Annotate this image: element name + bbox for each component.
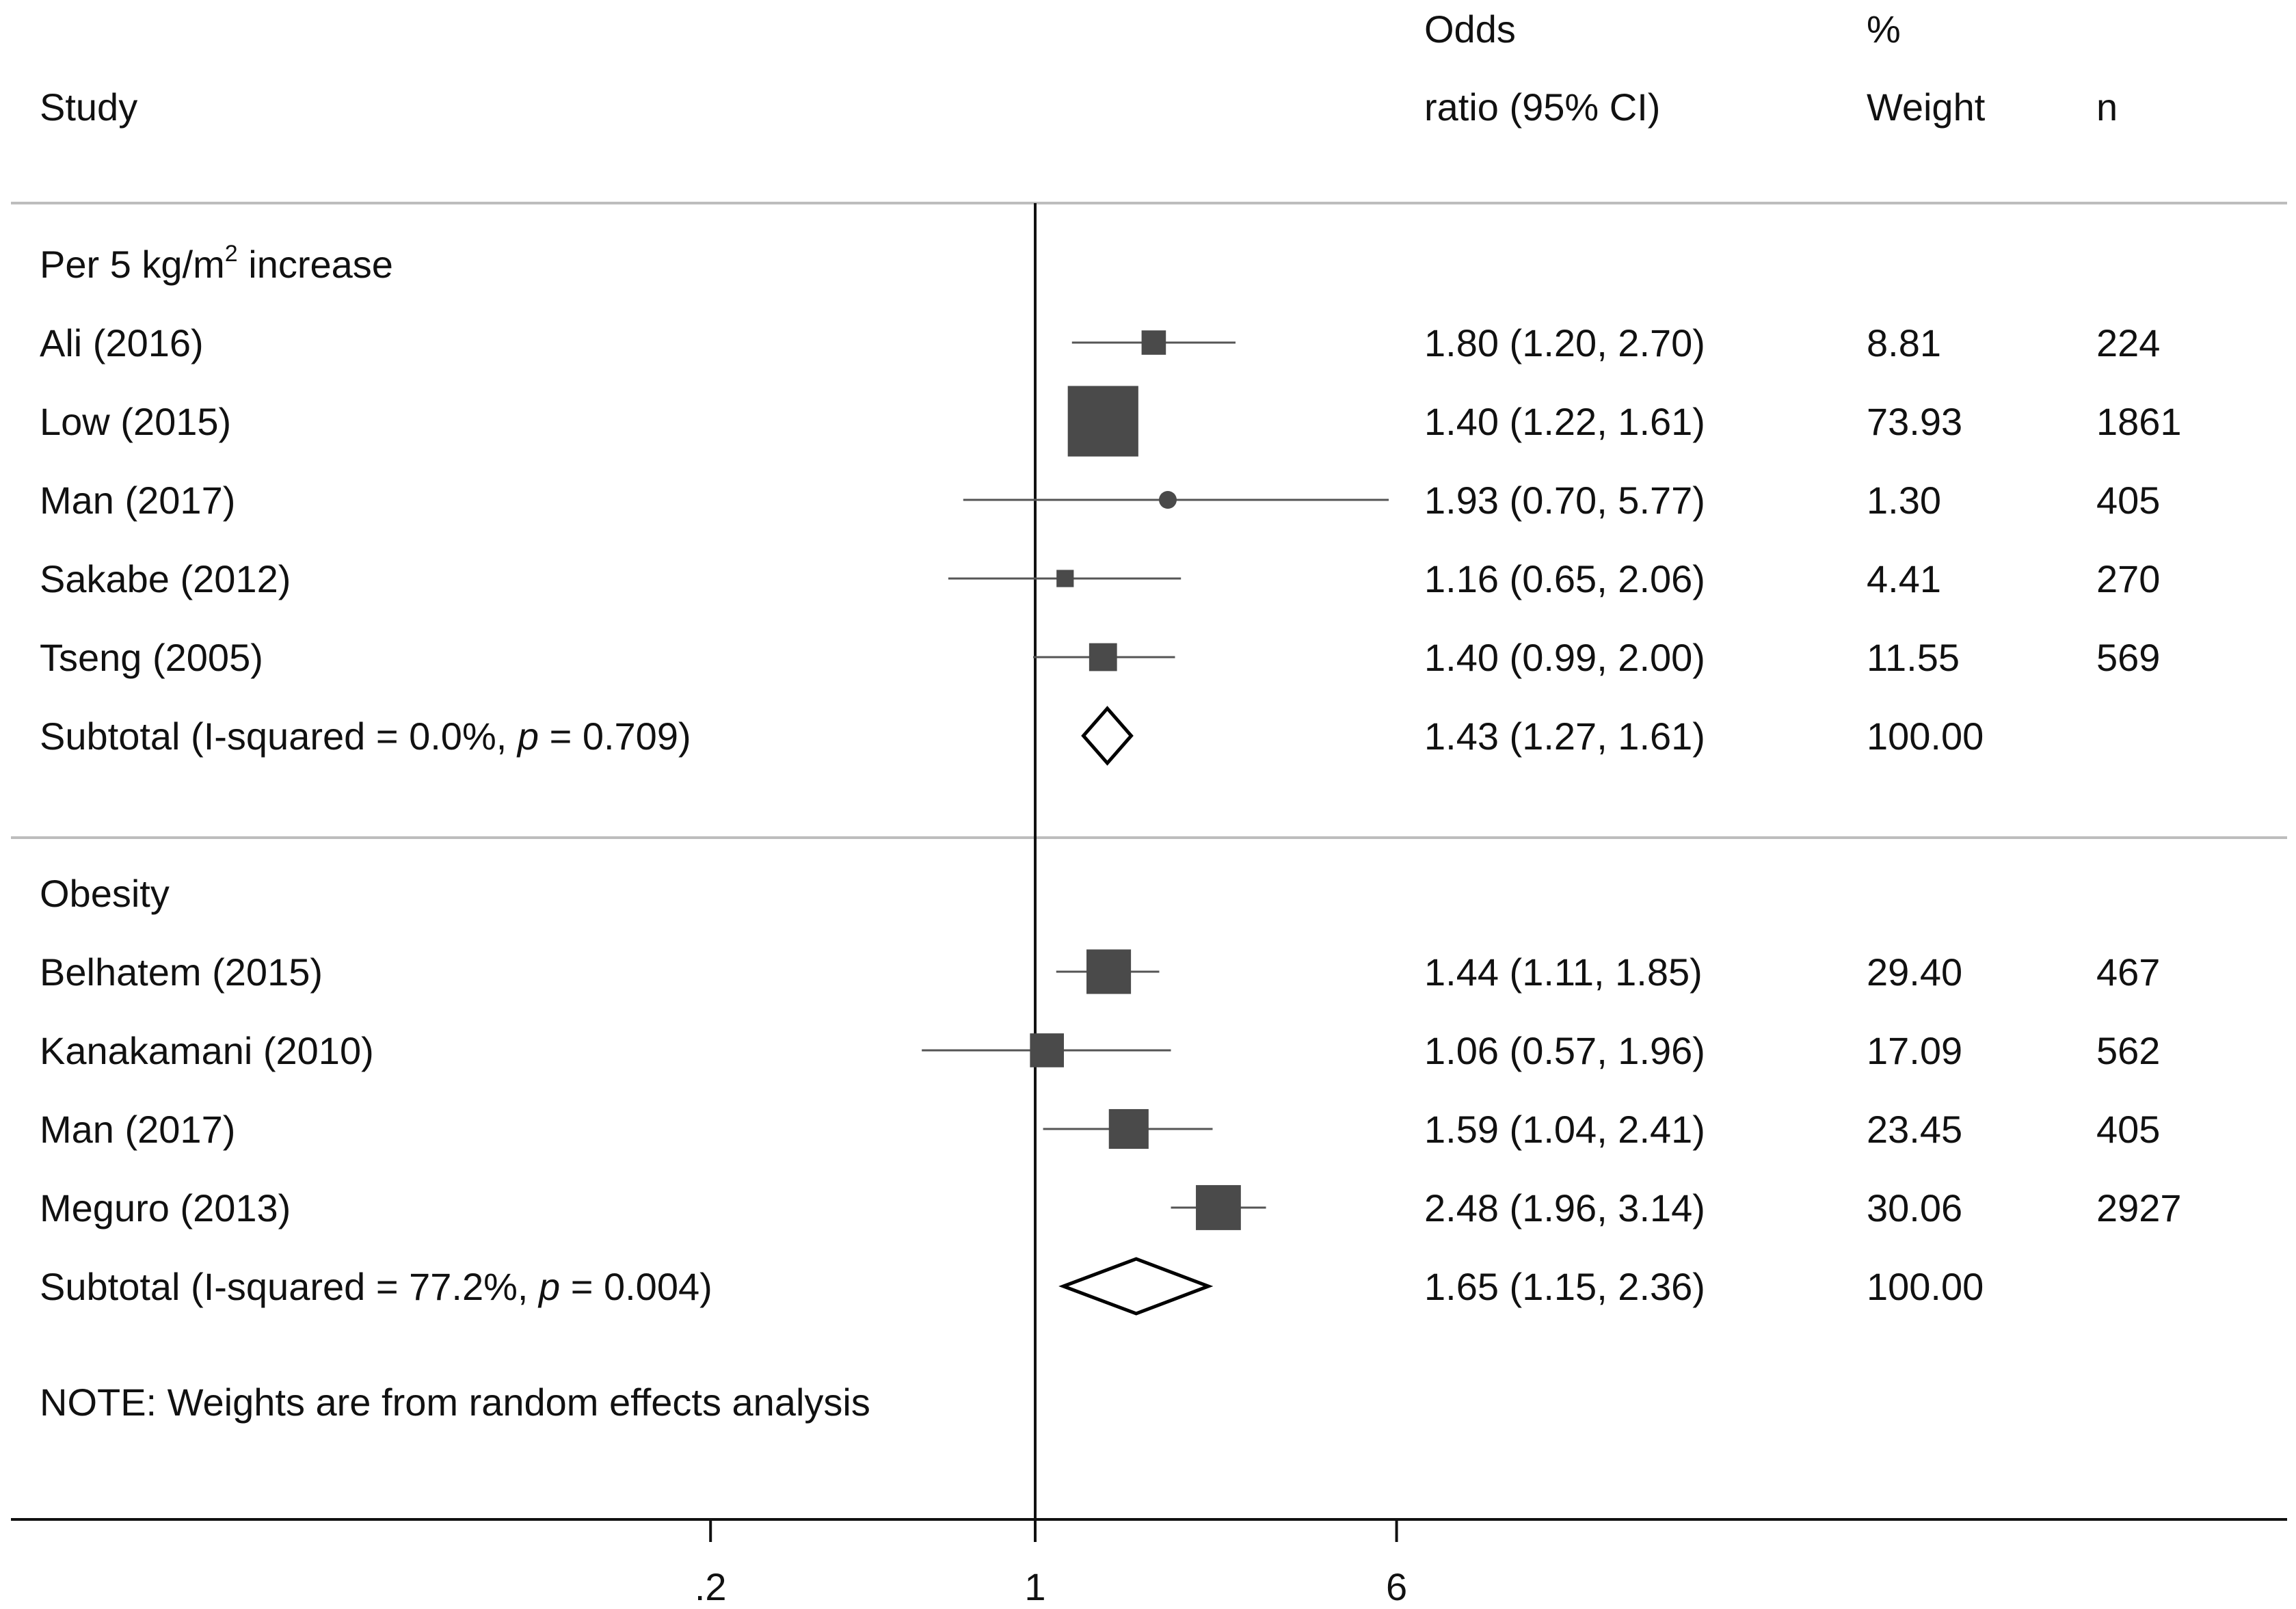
point-estimate <box>1158 491 1177 509</box>
weight-value: 11.55 <box>1867 636 1960 679</box>
weight-value: 1.30 <box>1867 479 1941 522</box>
n-value: 270 <box>2096 557 2160 600</box>
study-label: Tseng (2005) <box>40 636 263 679</box>
group-title: Per 5 kg/m2 increase <box>40 241 393 286</box>
or-ci-value: 1.59 (1.04, 2.41) <box>1424 1108 1705 1151</box>
x-tick-label: 1 <box>1024 1565 1045 1608</box>
weight-value: 73.93 <box>1867 400 1962 443</box>
header-ratio-ci: ratio (95% CI) <box>1424 85 1660 129</box>
study-label: Man (2017) <box>40 1108 235 1151</box>
subtotal-label: Subtotal (I-squared = 77.2%, p = 0.004) <box>40 1265 712 1308</box>
n-value: 405 <box>2096 1108 2160 1151</box>
x-axis-ticks: .2 1 6 <box>695 1519 1407 1608</box>
header-n: n <box>2096 85 2118 129</box>
study-label: Sakabe (2012) <box>40 557 291 600</box>
or-ci-value: 1.80 (1.20, 2.70) <box>1424 321 1705 364</box>
x-tick-label: 6 <box>1386 1565 1407 1608</box>
or-ci-value: 2.48 (1.96, 3.14) <box>1424 1186 1705 1229</box>
n-value: 467 <box>2096 950 2160 994</box>
weight-value: 23.45 <box>1867 1108 1962 1151</box>
point-estimate <box>1196 1185 1241 1230</box>
study-label: Low (2015) <box>40 400 231 443</box>
header-odds: Odds <box>1424 8 1516 51</box>
n-value: 1861 <box>2096 400 2182 443</box>
or-ci-value: 1.40 (0.99, 2.00) <box>1424 636 1705 679</box>
n-value: 224 <box>2096 321 2160 364</box>
subtotal-label: Subtotal (I-squared = 0.0%, p = 0.709) <box>40 715 691 758</box>
study-label: Ali (2016) <box>40 321 204 364</box>
weight-value: 4.41 <box>1867 557 1941 600</box>
study-label: Kanakamani (2010) <box>40 1029 374 1072</box>
header-study: Study <box>40 85 137 129</box>
weight-value: 17.09 <box>1867 1029 1962 1072</box>
n-value: 405 <box>2096 479 2160 522</box>
n-value: 562 <box>2096 1029 2160 1072</box>
study-label: Meguro (2013) <box>40 1186 291 1229</box>
or-ci-value: 1.93 (0.70, 5.77) <box>1424 479 1705 522</box>
study-label: Man (2017) <box>40 479 235 522</box>
point-estimate <box>1086 949 1132 994</box>
subtotal-or-ci: 1.65 (1.15, 2.36) <box>1424 1265 1705 1308</box>
subtotal-or-ci: 1.43 (1.27, 1.61) <box>1424 715 1705 758</box>
pooled-diamond <box>1081 706 1134 766</box>
weight-value: 8.81 <box>1867 321 1941 364</box>
or-ci-value: 1.40 (1.22, 1.61) <box>1424 400 1705 443</box>
x-tick-label: .2 <box>695 1565 727 1608</box>
weight-value: 29.40 <box>1867 950 1962 994</box>
n-value: 569 <box>2096 636 2160 679</box>
or-ci-value: 1.16 (0.65, 2.06) <box>1424 557 1705 600</box>
subtotal-weight: 100.00 <box>1867 715 1984 758</box>
header-percent: % <box>1867 8 1901 51</box>
footnote: NOTE: Weights are from random effects an… <box>40 1381 870 1424</box>
study-label: Belhatem (2015) <box>40 950 323 994</box>
point-estimate <box>1067 386 1138 457</box>
weight-value: 30.06 <box>1867 1186 1962 1229</box>
point-estimate <box>1108 1108 1149 1149</box>
point-estimate <box>1030 1033 1064 1067</box>
n-value: 2927 <box>2096 1186 2182 1229</box>
point-estimate <box>1141 330 1166 355</box>
or-ci-value: 1.44 (1.11, 1.85) <box>1424 950 1703 994</box>
rows-layer: Per 5 kg/m2 increase Ali (2016) 1.80 (1.20… <box>40 241 2182 1316</box>
subtotal-weight: 100.00 <box>1867 1265 1984 1308</box>
group-title: Obesity <box>40 872 170 915</box>
point-estimate <box>1089 643 1117 671</box>
header-weight: Weight <box>1867 85 1986 129</box>
or-ci-value: 1.06 (0.57, 1.96) <box>1424 1029 1705 1072</box>
point-estimate <box>1056 570 1074 587</box>
pooled-diamond <box>1058 1257 1214 1316</box>
